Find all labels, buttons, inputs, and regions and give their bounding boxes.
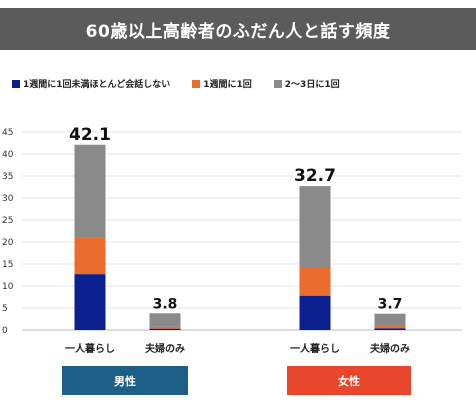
bar-segment [374,328,406,330]
y-tick-label: 40 [2,150,14,160]
legend-label-weekly: 1週間に1回 [203,80,252,90]
bar-segment [74,144,106,238]
y-tick-label: 20 [2,238,14,248]
bar-segment [374,326,406,329]
y-tick-label: 45 [2,128,13,138]
legend-swatch-weekly [192,79,201,88]
legend-swatch-every-2-3-days [273,79,282,88]
bar-segment [74,274,106,330]
data-label-total: 3.7 [378,297,403,313]
legend-swatch-under-weekly [12,79,20,88]
data-label-total: 42.1 [69,125,111,145]
x-tick-label: 夫婦のみ [144,342,185,355]
bar-segment [299,295,331,330]
legend: 1週間に1回未満ほとんど会話しない 1週間に1回 2〜3日に1回 [12,77,362,90]
legend-label-under-weekly: 1週間に1回未満ほとんど会話しない [23,80,171,90]
bar-segment [149,328,181,330]
legend-item-under-weekly: 1週間に1回未満ほとんど会話しない [12,77,170,90]
bar-segment [374,313,406,327]
y-tick-label: 5 [2,304,8,314]
y-tick-label: 25 [2,216,13,226]
bar-segment [149,313,181,327]
chart-title: 60歳以上高齢者のふだん人と話す頻度 [0,8,476,50]
legend-item-every-2-3-days: 2〜3日に1回 [273,77,340,90]
y-tick-label: 15 [2,260,13,270]
y-tick-label: 30 [2,194,14,204]
bar-segment [74,237,106,275]
group-label-female: 女性 [287,366,411,395]
y-tick-label: 10 [2,282,14,292]
data-label-total: 32.7 [294,166,336,186]
group-label-male: 男性 [62,366,188,395]
legend-label-every-2-3-days: 2〜3日に1回 [284,80,340,90]
x-tick-label: 一人暮らし [65,342,115,355]
legend-item-weekly: 1週間に1回 [192,77,252,90]
bar-segment [299,267,331,296]
bar-segment [299,186,331,268]
x-tick-label: 夫婦のみ [369,342,410,355]
bar-segment [149,326,181,329]
data-label-total: 3.8 [153,296,178,312]
stacked-bar-chart: 0 5 10 15 20 25 30 35 40 45 42.1 一人暮らし 3.8 夫婦のみ 32.7 一人… [2,125,462,355]
y-tick-label: 35 [2,172,13,182]
x-tick-label: 一人暮らし [290,342,340,355]
y-tick-label: 0 [2,326,8,336]
